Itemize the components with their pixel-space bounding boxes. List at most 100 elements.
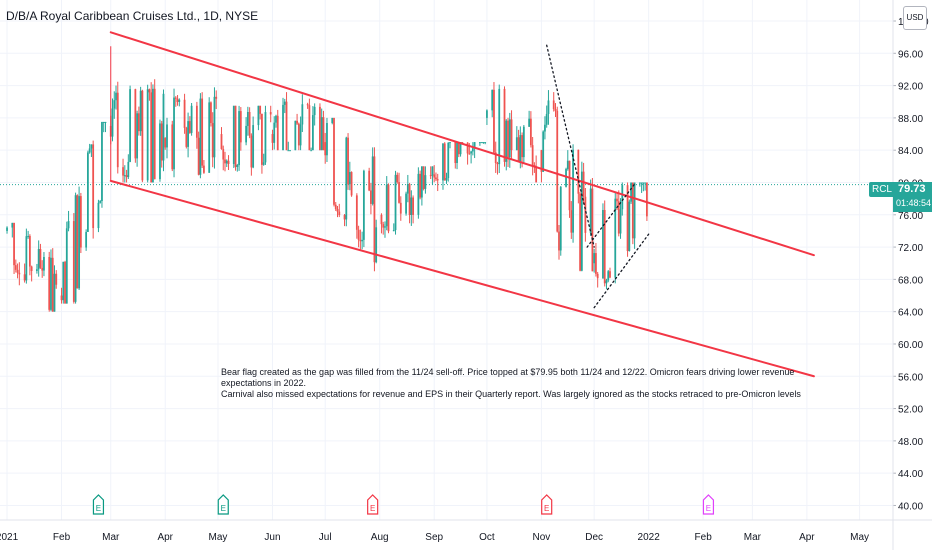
candle-body	[380, 214, 383, 225]
candle-body	[171, 124, 174, 170]
candle-body	[16, 269, 19, 273]
candle-body	[211, 123, 214, 158]
candle-body	[361, 239, 364, 242]
drawing-layer[interactable]	[109, 31, 815, 378]
candle-body	[640, 182, 643, 184]
chart-annotation[interactable]: Bear flag created as the gap was filled …	[221, 367, 821, 400]
candle-body	[471, 148, 474, 152]
candle-body	[297, 123, 300, 146]
candle-body	[123, 175, 126, 177]
candle-body	[412, 197, 415, 215]
candle-body	[74, 195, 77, 302]
candle-body	[614, 198, 617, 278]
flag-upper-line[interactable]	[586, 183, 636, 248]
candle-body	[238, 111, 240, 166]
flag-lower-line[interactable]	[593, 233, 650, 309]
currency-button[interactable]: USD	[903, 6, 927, 30]
candle-body	[616, 198, 618, 202]
earnings-marker-icon[interactable]: E	[367, 494, 379, 515]
candle-body	[628, 201, 631, 252]
candle-body	[384, 226, 386, 228]
candle-body	[515, 137, 518, 151]
candle-body	[139, 90, 142, 132]
candle-body	[362, 170, 365, 240]
candle-body	[227, 160, 230, 164]
candle-body	[187, 121, 189, 147]
candle-body	[101, 121, 103, 202]
y-tick-label: 72.00	[898, 243, 923, 254]
candle-body	[528, 118, 531, 127]
earnings-marker-icon[interactable]: E	[92, 494, 105, 515]
candle-body	[559, 186, 562, 251]
candle-body	[232, 105, 235, 164]
candle-body	[104, 121, 107, 123]
candle-body	[517, 137, 520, 162]
x-tick-label: Jun	[264, 532, 280, 543]
earnings-marker-icon[interactable]: E	[217, 494, 229, 515]
x-tick-label: May	[850, 532, 869, 543]
candle-body	[306, 104, 309, 106]
candle-body	[6, 227, 8, 231]
candle-body	[595, 253, 597, 274]
x-tick-label: Mar	[102, 532, 120, 543]
y-tick-label: 96.00	[898, 49, 923, 60]
candle-body	[173, 97, 175, 170]
candle-body	[447, 142, 450, 179]
candle-body	[466, 142, 469, 154]
candle-body	[484, 142, 487, 144]
candle-body	[396, 174, 399, 183]
channel-lower-line[interactable]	[109, 179, 815, 378]
candle-body	[602, 210, 604, 279]
bear-flag-drop-line[interactable]	[546, 44, 595, 248]
candle-body	[166, 124, 168, 148]
earnings-marker-icon[interactable]: E	[702, 494, 715, 515]
candle-body	[596, 273, 599, 279]
channel-upper-line[interactable]	[109, 31, 815, 257]
candle-body	[248, 111, 251, 136]
earnings-marker-icon[interactable]: E	[541, 494, 553, 515]
y-tick-label: 40.00	[898, 501, 923, 512]
candle-body	[449, 142, 451, 144]
candle-body	[480, 142, 483, 144]
candle-body	[619, 209, 622, 234]
candle-body	[62, 261, 65, 301]
candle-body	[507, 120, 509, 158]
candle-body	[457, 142, 460, 155]
candle-body	[234, 105, 237, 167]
candle-body	[271, 134, 274, 143]
candle-body	[137, 113, 140, 132]
candle-body	[30, 266, 33, 271]
candle-body	[642, 182, 645, 184]
candle-body	[486, 110, 488, 118]
candle-body	[312, 115, 314, 151]
x-tick-label: Apr	[799, 532, 815, 543]
candle-body	[261, 113, 263, 165]
candle-body	[245, 125, 248, 143]
candle-body	[552, 100, 555, 110]
candle-body	[591, 188, 594, 272]
candle-body	[348, 172, 351, 185]
candle-body	[633, 182, 636, 239]
candle-body	[406, 184, 409, 194]
candle-body	[113, 100, 116, 109]
candle-body	[136, 113, 139, 159]
candle-body	[37, 248, 40, 270]
candle-body	[392, 230, 395, 232]
candle-body	[385, 184, 388, 227]
y-tick-label: 84.00	[898, 146, 923, 157]
candle-body	[262, 162, 265, 165]
candle-body	[164, 138, 167, 148]
candle-body	[162, 93, 165, 161]
candle-body	[41, 267, 44, 271]
earnings-marker-shape	[217, 494, 229, 515]
candle-body	[420, 166, 423, 198]
candle-body	[454, 142, 457, 164]
candle-body	[115, 92, 117, 101]
candle-body	[97, 202, 100, 229]
candle-body	[282, 104, 284, 151]
candle-body	[347, 137, 349, 185]
